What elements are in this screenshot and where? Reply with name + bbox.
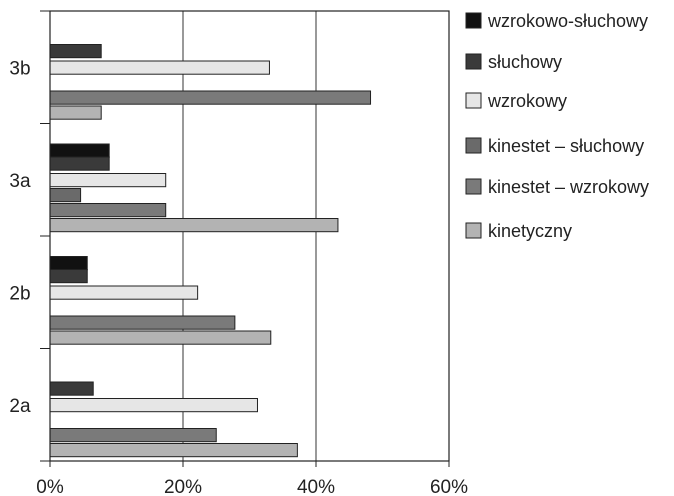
y-tick-label-3b: 3b: [9, 58, 30, 79]
bar-3a-wzrokowy: [49, 173, 167, 188]
bar-3b-kinetyczny: [49, 105, 102, 120]
legend-item-kinetyczny: kinetyczny: [465, 221, 572, 241]
legend-label: kinestet – wzrokowy: [488, 177, 649, 197]
x-axis-ticks: 0% 20% 40% 60%: [36, 461, 468, 496]
legend-label: wzrokowy: [487, 91, 567, 111]
y-tick-label-2a: 2a: [9, 396, 31, 417]
bar-3b-kinestet-wzrokowy: [49, 90, 372, 105]
bar-3a-kinetyczny: [49, 218, 339, 233]
x-tick-label-20: 20%: [164, 477, 202, 496]
legend: wzrokowo-słuchowy słuchowy wzrokowy kineste…: [465, 11, 649, 241]
x-tick-label-40: 40%: [297, 477, 335, 496]
legend-item-wzrokowo-sluchowy: wzrokowo-słuchowy: [465, 11, 648, 31]
legend-swatch: [465, 178, 482, 195]
bar-3a-wzrokowo-sluchowy: [49, 143, 110, 158]
axes: [40, 10, 450, 462]
bar-2b-wzrokowo-sluchowy: [49, 256, 88, 271]
bar-2b-sluchowy: [49, 269, 88, 284]
bar-2b-wzrokowy: [49, 285, 199, 300]
bar-2a-kinestet-wzrokowy: [49, 428, 217, 443]
y-tick-label-2b: 2b: [9, 283, 30, 304]
bar-3a-kinestet-sluchowy: [49, 188, 82, 203]
grid: [182, 11, 450, 461]
legend-swatch: [465, 222, 482, 239]
legend-swatch: [465, 92, 482, 109]
x-tick-label-0: 0%: [36, 477, 64, 496]
y-axis-ticks: 3b 3a 2b 2a: [9, 58, 31, 417]
bars: [49, 44, 372, 458]
bar-3a-kinestet-wzrokowy: [49, 203, 167, 218]
legend-label: kinetyczny: [488, 221, 572, 241]
bar-2b-kinestet-wzrokowy: [49, 315, 236, 330]
legend-label: kinestet – słuchowy: [488, 136, 644, 156]
legend-label: słuchowy: [488, 52, 562, 72]
bar-2a-sluchowy: [49, 381, 94, 396]
y-tick-label-3a: 3a: [9, 171, 31, 192]
x-tick-label-60: 60%: [430, 477, 468, 496]
legend-item-wzrokowy: wzrokowy: [465, 91, 567, 111]
legend-label: wzrokowo-słuchowy: [487, 11, 648, 31]
bar-2b-kinetyczny: [49, 330, 272, 345]
legend-item-kinestet-sluchowy: kinestet – słuchowy: [465, 136, 644, 156]
plot-frame: [49, 10, 450, 462]
legend-swatch: [465, 12, 482, 29]
bar-3a-sluchowy: [49, 156, 110, 171]
bar-2a-kinetyczny: [49, 443, 298, 458]
legend-swatch: [465, 53, 482, 70]
legend-swatch: [465, 137, 482, 154]
bar-2a-wzrokowy: [49, 398, 258, 413]
legend-item-kinestet-wzrokowy: kinestet – wzrokowy: [465, 177, 649, 197]
legend-item-sluchowy: słuchowy: [465, 52, 562, 72]
bar-3b-sluchowy: [49, 44, 102, 59]
bar-3b-wzrokowy: [49, 60, 270, 75]
